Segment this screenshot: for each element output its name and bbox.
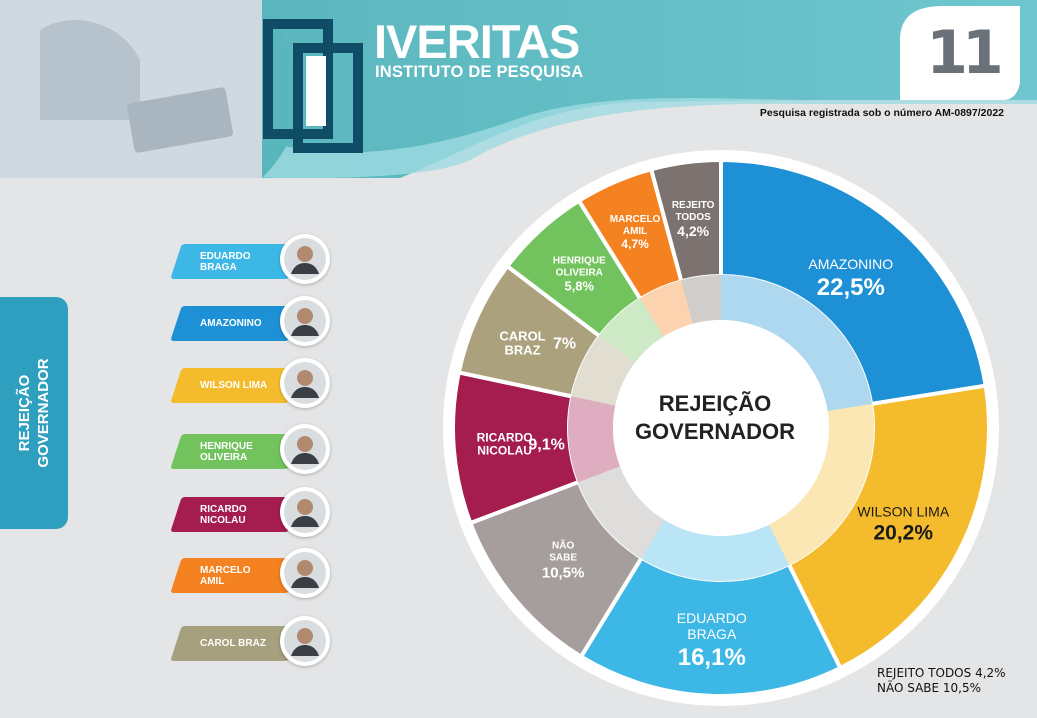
legend-item: HENRIQUE OLIVEIRA	[170, 420, 337, 476]
candidate-photo	[280, 424, 330, 474]
chart-slice-inner	[641, 520, 790, 581]
chart-slice-inner	[639, 280, 693, 337]
slice-label: AMAZONINO	[808, 256, 893, 272]
candidate-photo	[280, 296, 330, 346]
legend-candidate-name: HENRIQUE OLIVEIRA	[200, 434, 253, 469]
brand-title: IVERITAS	[374, 15, 580, 68]
footnote-nao-sabe: NÃO SABE 10,5%	[877, 681, 982, 695]
slice-label-line2: BRAGA	[687, 626, 737, 642]
legend-name-line2: AMIL	[200, 575, 225, 587]
chart-slice-inner	[577, 466, 665, 559]
person-icon	[284, 300, 326, 342]
slice-value-label: 4,7%	[621, 237, 649, 251]
chart-slice-inner-highlight	[721, 275, 873, 411]
legend-name-line2: NICOLAU	[200, 514, 246, 526]
legend-candidate-name: MARCELO AMIL	[200, 558, 251, 593]
slice-value-label: 16,1%	[678, 644, 746, 671]
registration-text: Pesquisa registrada sob o número AM-0897…	[759, 107, 1004, 119]
chart-slice-inner	[769, 403, 874, 566]
footnote-rejeito-todos: REJEITO TODOS 4,2%	[877, 666, 1006, 680]
legend-item: WILSON LIMA	[170, 354, 337, 410]
chart-footnotes: REJEITO TODOS 4,2% NÃO SABE 10,5%	[877, 666, 1006, 696]
slice-label: WILSON LIMA	[857, 503, 949, 519]
slice-value-label: 4,2%	[677, 223, 709, 239]
candidate-photo	[280, 487, 330, 537]
chart-slice-inner-highlight	[681, 275, 721, 324]
candidate-photo	[280, 616, 330, 666]
chart-center-disc	[613, 320, 829, 536]
legend-item: AMAZONINO	[170, 292, 337, 348]
slice-label: NÃO	[552, 538, 574, 551]
chart-slice-inner-highlight	[769, 403, 874, 566]
legend-candidate-name: EDUARDO BRAGA	[200, 244, 251, 279]
chart-slice-inner-highlight	[599, 298, 664, 363]
person-icon	[284, 491, 326, 533]
header-background	[0, 0, 1037, 179]
slice-value-label: 7%	[553, 335, 576, 352]
slice-label: CAROL	[499, 328, 545, 343]
chart-title-line2: GOVERNADOR	[635, 419, 795, 444]
slice-label: MARCELO	[610, 214, 661, 225]
person-icon	[284, 362, 326, 404]
slice-label-line2: OLIVEIRA	[556, 268, 603, 279]
chart-slice-inner	[599, 298, 664, 363]
slice-label: RICARDO	[477, 430, 533, 444]
slice-value-label: 5,8%	[564, 279, 594, 294]
legend-name-line1: MARCELO	[200, 564, 251, 576]
slice-label-line2: TODOS	[675, 212, 711, 223]
legend-candidate-name: WILSON LIMA	[200, 368, 267, 403]
header-banner: IVERITAS INSTITUTO DE PESQUISA 11 Pesqui…	[0, 0, 1037, 180]
candidate-photo	[280, 548, 330, 598]
legend-name-line1: CAROL BRAZ	[200, 638, 266, 649]
legend-item: RICARDO NICOLAU	[170, 483, 337, 539]
person-icon	[284, 552, 326, 594]
slice-label: REJEITO	[672, 200, 715, 211]
chart-slice-inner-highlight	[639, 280, 693, 337]
chart-slice-inner	[568, 396, 621, 483]
legend-name-line2: OLIVEIRA	[200, 451, 248, 463]
chart-slice-inner-highlight	[568, 396, 621, 483]
person-icon	[284, 238, 326, 280]
slice-value-label: 22,5%	[817, 274, 885, 301]
slice-value-label: 10,5%	[542, 564, 585, 581]
chart-slice-inner	[721, 275, 873, 411]
legend-candidate-name: CAROL BRAZ	[200, 626, 266, 661]
slice-label-line2: BRAZ	[504, 342, 540, 357]
chart-slice-inner-highlight	[641, 520, 790, 581]
person-icon	[284, 428, 326, 470]
slice-label-line2: NICOLAU	[477, 443, 532, 457]
legend-item: MARCELO AMIL	[170, 544, 337, 600]
slice-label-line2: AMIL	[623, 226, 647, 237]
legend-name-line1: HENRIQUE	[200, 440, 253, 452]
side-tab: REJEIÇÃO GOVERNADOR	[0, 297, 68, 529]
chart-slice-inner	[681, 275, 721, 324]
legend-candidate-name: RICARDO NICOLAU	[200, 497, 247, 532]
legend-name-line1: EDUARDO	[200, 250, 251, 262]
slice-label: EDUARDO	[677, 610, 747, 626]
legend-name-line1: RICARDO	[200, 503, 247, 515]
slice-label: HENRIQUE	[553, 256, 606, 267]
page-number: 11	[926, 18, 1004, 88]
legend-name-line2: BRAGA	[200, 261, 237, 273]
slice-label-line2: SABE	[549, 552, 577, 563]
chart-slice-inner-highlight	[571, 335, 635, 406]
chart-slice-inner-highlight	[577, 466, 665, 559]
brand-subtitle: INSTITUTO DE PESQUISA	[375, 63, 584, 81]
person-icon	[284, 620, 326, 662]
legend-candidate-name: AMAZONINO	[200, 306, 262, 341]
chart-title-line1: REJEIÇÃO	[659, 391, 771, 416]
slice-value-label: 20,2%	[873, 521, 933, 544]
candidate-photo	[280, 234, 330, 284]
chart-slice-inner	[571, 335, 635, 406]
legend-item: CAROL BRAZ	[170, 612, 337, 668]
legend-name-line1: WILSON LIMA	[200, 380, 268, 391]
legend-item: EDUARDO BRAGA	[170, 230, 337, 286]
legend-name-line1: AMAZONINO	[200, 318, 262, 329]
slice-value-label: 9,1%	[528, 436, 564, 453]
candidate-photo	[280, 358, 330, 408]
